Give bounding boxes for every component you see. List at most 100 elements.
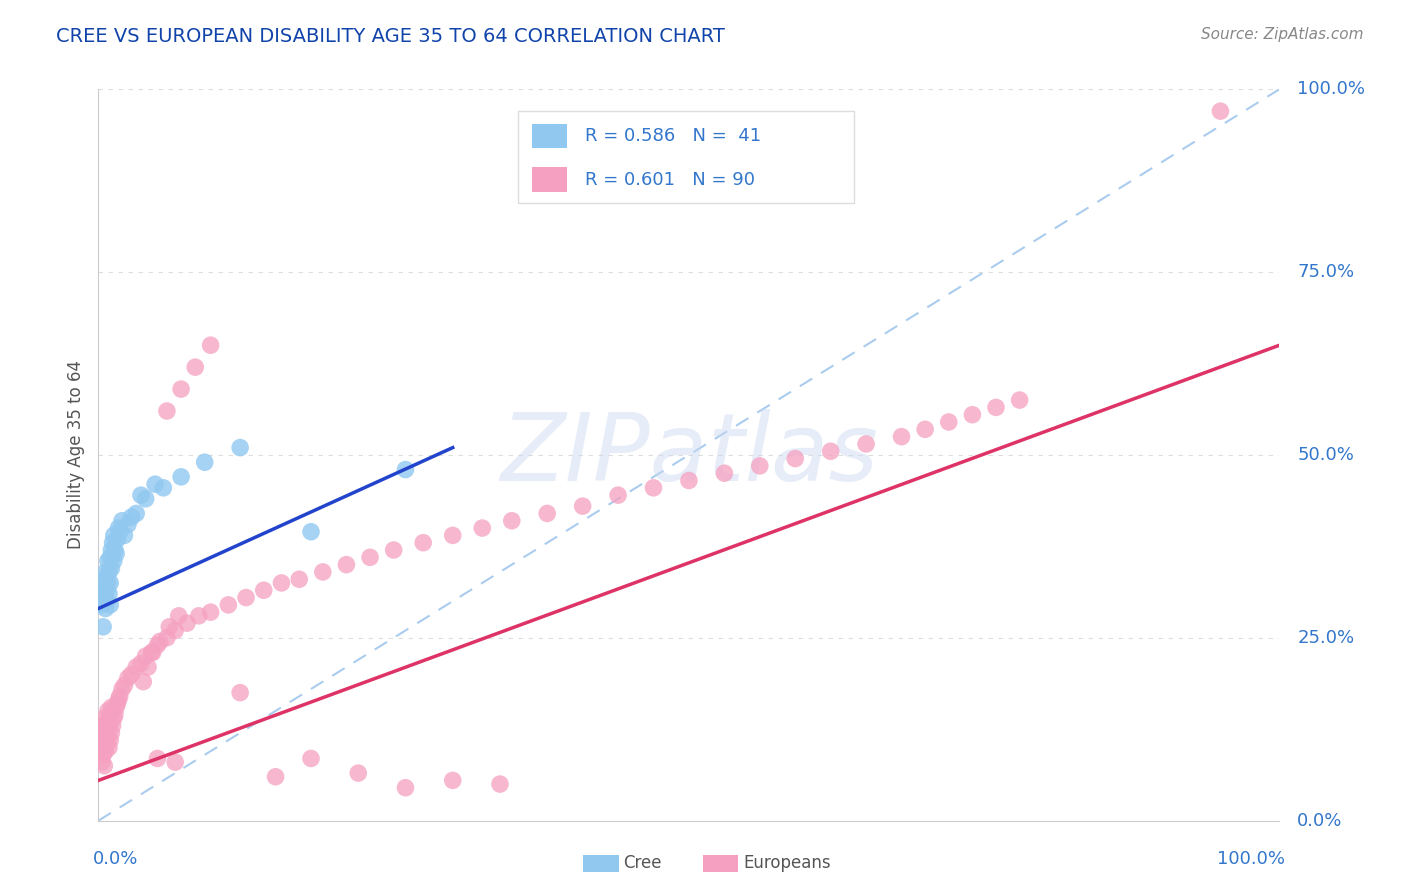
Point: [98, 707, 121, 722]
Text: R = 0.586   N =  41: R = 0.586 N = 41: [585, 127, 761, 145]
Point: [270, 576, 292, 591]
Point: [984, 401, 1007, 415]
Point: [105, 547, 128, 561]
Text: Source: ZipAtlas.com: Source: ZipAtlas.com: [1201, 27, 1364, 42]
Point: [412, 535, 434, 549]
Point: [96, 737, 118, 751]
Text: 0.0%: 0.0%: [1298, 812, 1343, 830]
Point: [98, 576, 121, 591]
Point: [104, 707, 127, 722]
Point: [394, 780, 416, 795]
Point: [142, 645, 165, 659]
Point: [335, 558, 357, 572]
Point: [104, 543, 127, 558]
Point: [97, 730, 120, 744]
Point: [678, 474, 700, 488]
Point: [143, 477, 166, 491]
Point: [571, 499, 593, 513]
Point: [98, 740, 121, 755]
Point: [93, 733, 115, 747]
Text: 50.0%: 50.0%: [1298, 446, 1354, 464]
Point: [121, 510, 143, 524]
Point: [157, 620, 180, 634]
Point: [152, 481, 174, 495]
Point: [117, 517, 139, 532]
Point: [170, 470, 193, 484]
Point: [108, 690, 131, 704]
Point: [96, 714, 118, 729]
Point: [229, 686, 252, 700]
Point: [93, 711, 115, 725]
Point: [299, 524, 322, 539]
Point: [299, 751, 322, 765]
Point: [187, 608, 209, 623]
Point: [98, 565, 121, 579]
Bar: [517, 112, 855, 202]
Point: [156, 631, 179, 645]
Point: [91, 726, 114, 740]
Point: [200, 605, 222, 619]
Point: [235, 591, 257, 605]
Point: [103, 554, 125, 568]
Point: [96, 583, 118, 598]
Point: [501, 514, 523, 528]
Point: [112, 678, 135, 692]
Point: [536, 507, 558, 521]
Point: [1008, 393, 1031, 408]
Point: [394, 462, 416, 476]
Point: [112, 528, 135, 542]
Point: [149, 634, 172, 648]
Text: CREE VS EUROPEAN DISABILITY AGE 35 TO 64 CORRELATION CHART: CREE VS EUROPEAN DISABILITY AGE 35 TO 64…: [56, 27, 725, 45]
Point: [125, 660, 148, 674]
Y-axis label: Disability Age 35 to 64: Disability Age 35 to 64: [66, 360, 84, 549]
Text: 25.0%: 25.0%: [1298, 629, 1354, 647]
Point: [156, 404, 179, 418]
Bar: [531, 168, 567, 192]
Point: [98, 598, 121, 612]
Point: [121, 667, 143, 681]
Point: [97, 554, 120, 568]
Point: [93, 572, 115, 586]
Point: [129, 488, 152, 502]
Point: [100, 543, 122, 558]
Text: 100.0%: 100.0%: [1218, 850, 1285, 868]
Point: [167, 608, 190, 623]
Point: [107, 521, 129, 535]
Point: [489, 777, 512, 791]
Point: [91, 587, 114, 601]
Point: [94, 723, 117, 737]
Text: 100.0%: 100.0%: [1298, 80, 1365, 98]
Point: [90, 740, 112, 755]
Point: [96, 594, 118, 608]
Point: [643, 481, 665, 495]
Point: [129, 657, 152, 671]
Point: [111, 514, 134, 528]
Point: [107, 693, 129, 707]
Point: [98, 587, 121, 601]
Point: [146, 751, 169, 765]
Point: [359, 550, 381, 565]
Point: [194, 455, 217, 469]
Point: [91, 747, 114, 762]
Point: [135, 649, 157, 664]
Point: [125, 507, 148, 521]
Point: [97, 704, 120, 718]
Point: [100, 726, 122, 740]
Point: [98, 718, 121, 732]
Point: [253, 583, 276, 598]
Point: [105, 700, 128, 714]
Point: [100, 700, 122, 714]
Point: [264, 770, 287, 784]
Point: [141, 645, 163, 659]
Point: [785, 451, 807, 466]
Point: [97, 576, 120, 591]
Text: Europeans: Europeans: [744, 855, 831, 872]
Point: [312, 565, 335, 579]
Point: [103, 711, 125, 725]
Point: [117, 671, 139, 685]
Point: [146, 638, 169, 652]
Point: [91, 755, 114, 769]
Text: 0.0%: 0.0%: [93, 850, 138, 868]
Point: [820, 444, 842, 458]
Text: ZIPatlas: ZIPatlas: [501, 409, 877, 500]
